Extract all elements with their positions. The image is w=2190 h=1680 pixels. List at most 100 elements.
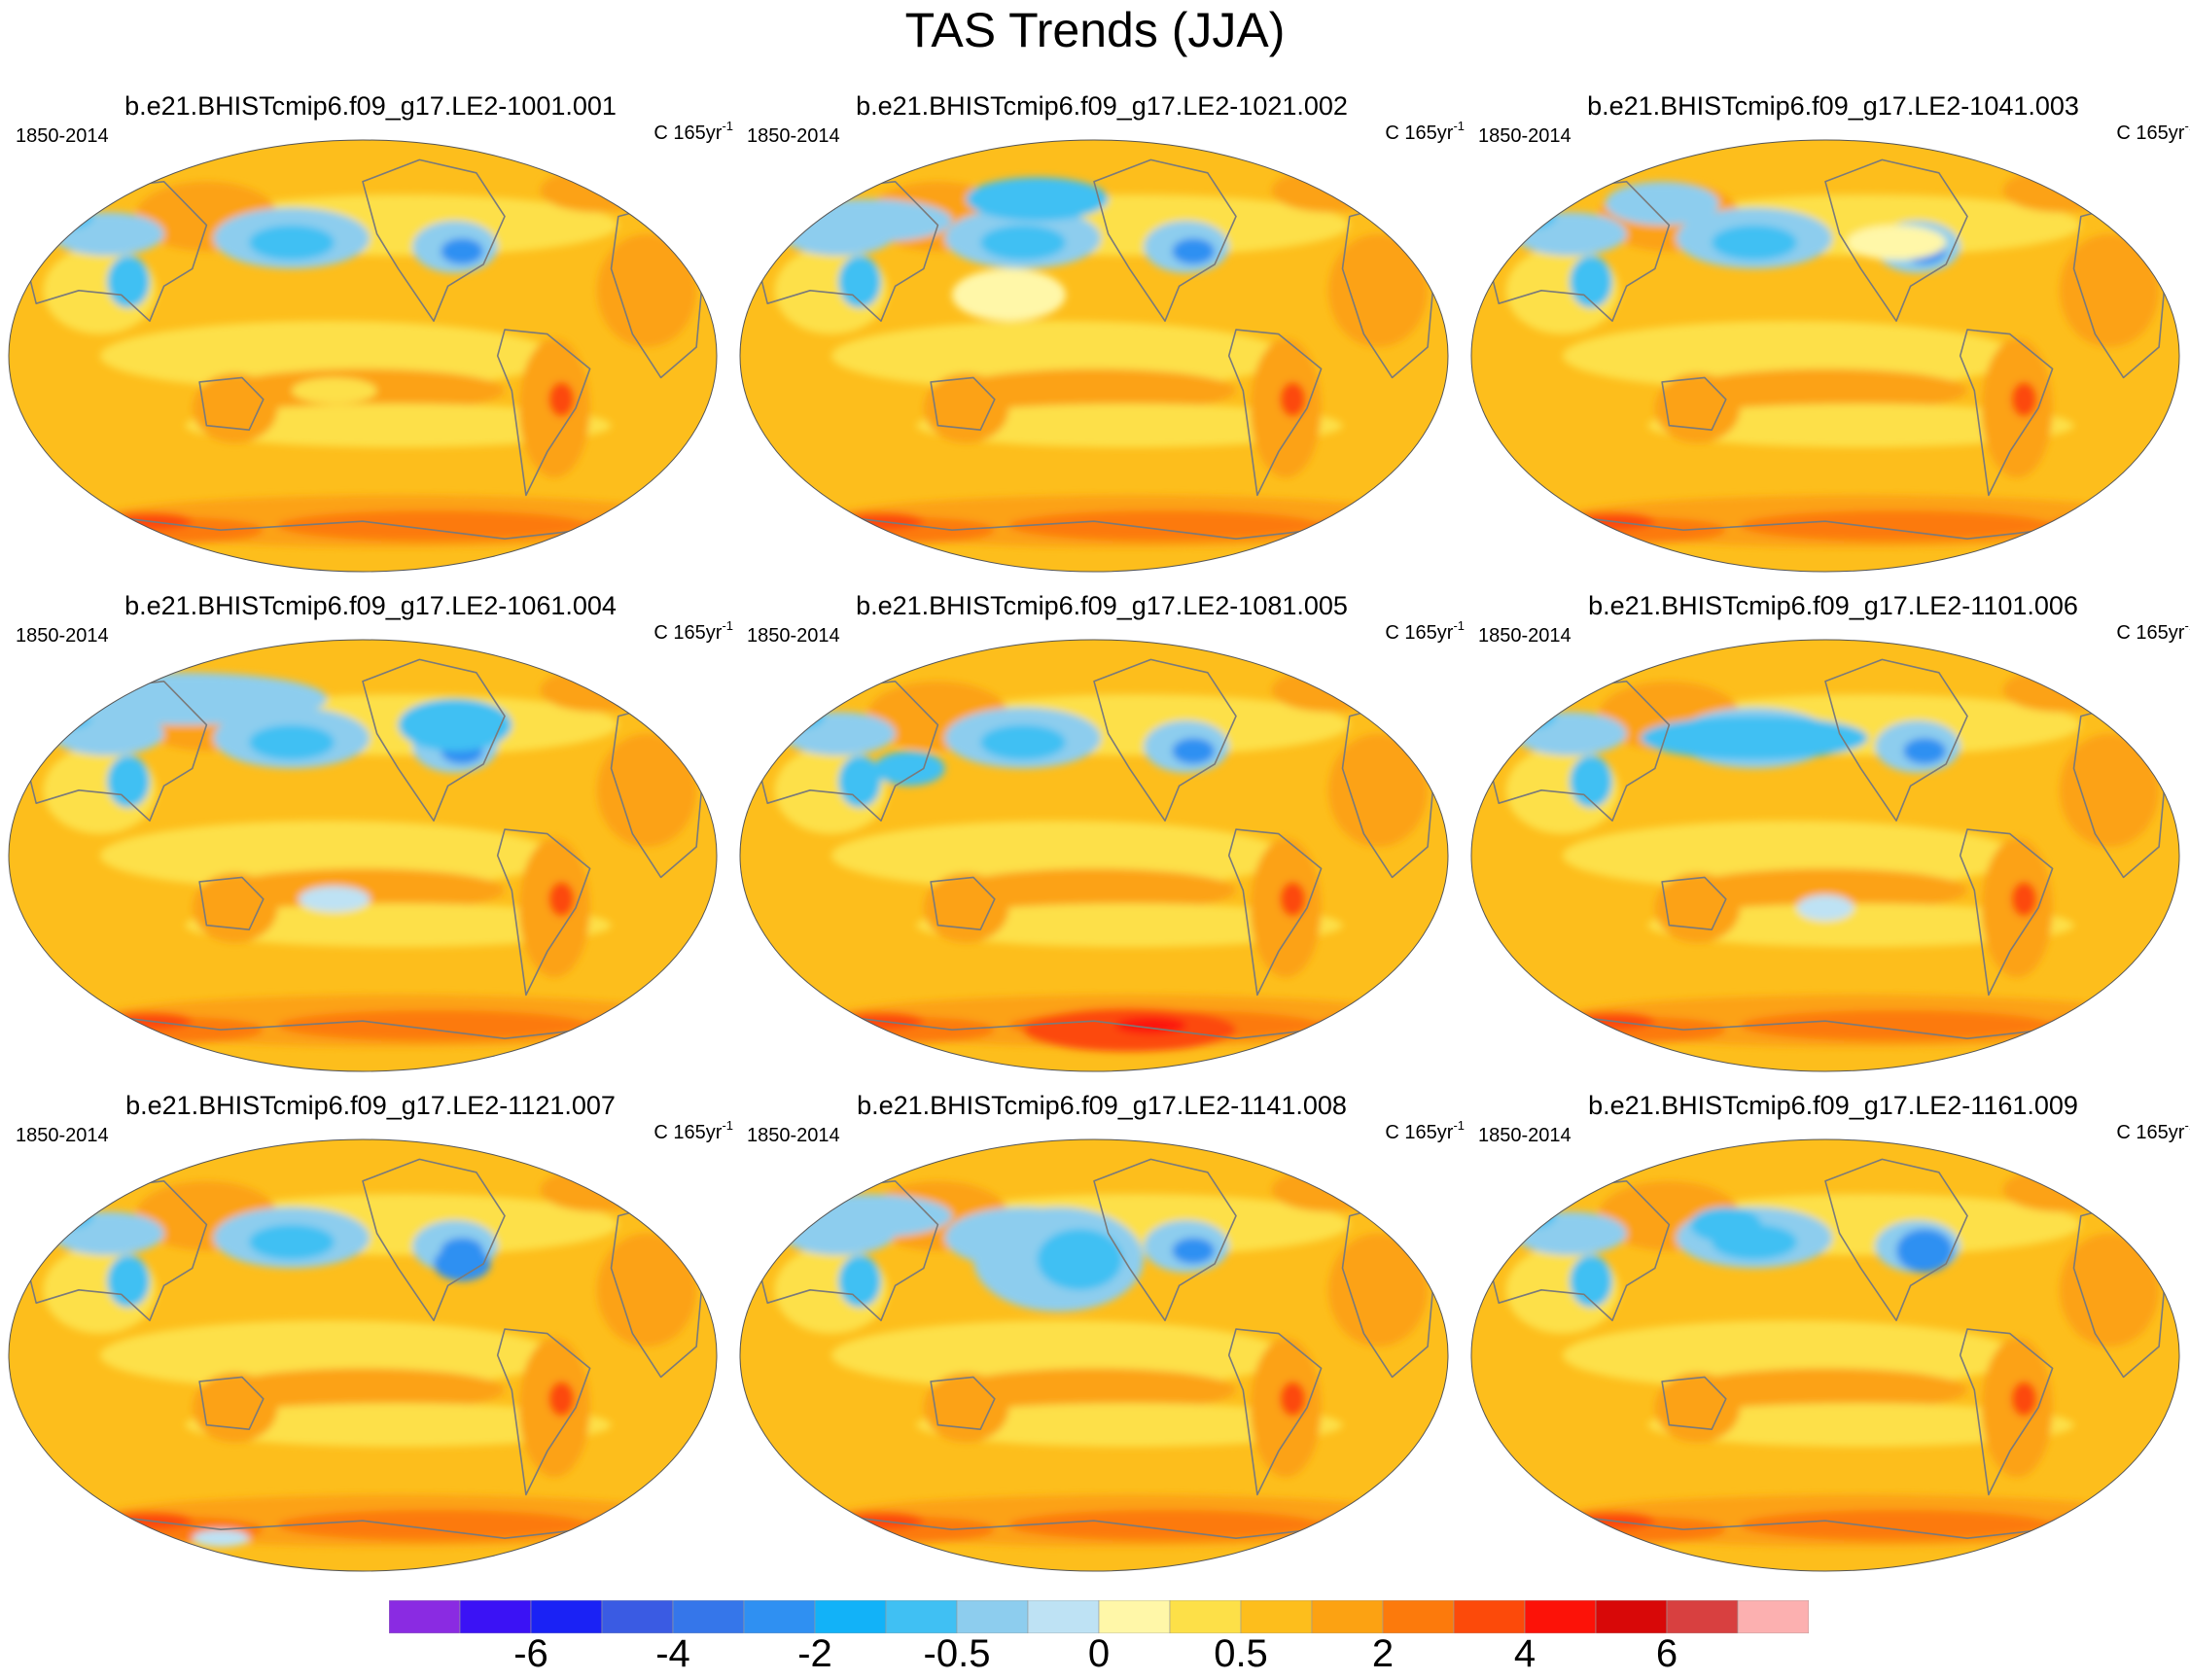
trend-patch — [36, 1203, 93, 1229]
trend-patch — [277, 510, 590, 542]
map-panel: b.e21.BHISTcmip6.f09_g17.LE2-1141.008 185… — [739, 1089, 1465, 1572]
trend-patch — [192, 1529, 250, 1548]
map-field — [739, 639, 1449, 1072]
map-panel: b.e21.BHISTcmip6.f09_g17.LE2-1101.006 185… — [1470, 589, 2190, 1072]
trend-patch — [1499, 1203, 1556, 1229]
map-outline — [739, 1138, 1449, 1572]
coastline — [1959, 329, 2054, 497]
trend-patch — [1740, 1510, 2053, 1541]
colorbar-tick-label: 6 — [1655, 1632, 1678, 1675]
coastline — [198, 1376, 265, 1430]
map-panel: b.e21.BHISTcmip6.f09_g17.LE2-1081.005 185… — [739, 589, 1465, 1072]
map-field — [1470, 139, 2180, 573]
trend-patch — [838, 255, 881, 308]
trend-patch — [2011, 381, 2037, 417]
trend-patch — [952, 868, 1236, 913]
coastline — [1227, 828, 1323, 997]
trend-patch — [952, 268, 1066, 322]
colorbar-box — [601, 1600, 674, 1633]
coastline — [1540, 1011, 2124, 1039]
trend-patch — [185, 403, 612, 448]
panel-title: b.e21.BHISTcmip6.f09_g17.LE2-1001.001 — [124, 91, 617, 121]
trend-patch — [583, 516, 668, 543]
trend-patch — [2059, 733, 2160, 847]
trend-patch — [249, 225, 335, 261]
trend-patch — [1903, 738, 1947, 764]
trend-patch — [1280, 1381, 1306, 1417]
panel-units: C 165yr-1 — [2116, 619, 2190, 646]
panel-title: b.e21.BHISTcmip6.f09_g17.LE2-1101.006 — [1588, 591, 2078, 620]
trend-patch — [980, 225, 1066, 261]
colorbar-box — [1453, 1600, 1526, 1633]
trend-patch — [1037, 1229, 1123, 1290]
trend-patch — [1647, 403, 2074, 448]
trend-patch — [221, 868, 505, 913]
panel-units-text: C 165yr — [653, 1122, 723, 1143]
coastline — [1227, 329, 1323, 497]
panel-units-exponent: -1 — [1453, 618, 1465, 633]
colorbar-box — [743, 1600, 816, 1633]
trend-patch — [192, 1373, 278, 1443]
coastline — [1227, 1328, 1323, 1496]
trend-patch — [767, 703, 825, 729]
trend-patch — [299, 886, 371, 913]
trend-patch — [192, 873, 278, 943]
panel-units: C 165yr-1 — [2116, 1118, 2190, 1145]
panel-units-text: C 165yr — [1385, 622, 1454, 644]
map-panel: b.e21.BHISTcmip6.f09_g17.LE2-1041.003 185… — [1470, 89, 2190, 573]
coastline — [930, 1376, 996, 1430]
colorbar-box — [1666, 1600, 1739, 1633]
trend-patch — [596, 733, 697, 847]
coastline — [362, 658, 506, 822]
trend-patch — [192, 373, 278, 443]
panel-units-exponent: -1 — [2184, 1118, 2190, 1133]
trend-patch — [1499, 703, 1556, 729]
coastline — [496, 1328, 591, 1496]
panel-units-exponent: -1 — [722, 618, 733, 633]
colorbar-box — [459, 1600, 532, 1633]
trend-patch — [249, 1224, 335, 1260]
panel-title: b.e21.BHISTcmip6.f09_g17.LE2-1081.005 — [856, 591, 1348, 620]
trend-patch — [596, 233, 697, 347]
panel-units: C 165yr-1 — [1385, 618, 1465, 646]
colorbar-box — [814, 1600, 887, 1633]
trend-patch — [1570, 1254, 1612, 1308]
panel-units-text: C 165yr — [1385, 1122, 1454, 1143]
trend-patch — [50, 212, 164, 256]
coastline — [1824, 658, 1968, 822]
trend-patch — [781, 1194, 952, 1238]
colorbar-tick-label: 2 — [1371, 1632, 1395, 1675]
trend-patch — [596, 1233, 697, 1347]
trend-patch — [1683, 1368, 1967, 1413]
panel-units-exponent: -1 — [1453, 119, 1465, 133]
coastline — [930, 876, 996, 930]
trend-patch — [583, 1016, 668, 1043]
panel-period: 1850-2014 — [1478, 625, 1572, 647]
colorbar-box — [1595, 1600, 1668, 1633]
trend-patch — [1314, 1516, 1399, 1543]
coastline — [1661, 376, 1727, 431]
panel-period: 1850-2014 — [747, 625, 840, 647]
trend-patch — [781, 712, 896, 755]
panel-units: C 165yr-1 — [653, 618, 733, 646]
colorbar-box — [530, 1600, 603, 1633]
panel-units: C 165yr-1 — [2116, 120, 2190, 146]
panel-units-text: C 165yr — [2116, 122, 2185, 144]
trend-patch — [952, 368, 1236, 413]
panel-units: C 165yr-1 — [1385, 1119, 1465, 1145]
map-outline — [739, 639, 1449, 1072]
trend-patch — [1512, 212, 1627, 256]
trend-patch — [277, 1510, 590, 1541]
colorbar-box — [956, 1600, 1029, 1633]
trend-patch — [873, 751, 945, 787]
colorbar-tick-label: 0 — [1087, 1632, 1111, 1675]
map-field — [8, 1138, 718, 1572]
map-outline — [1470, 1138, 2180, 1572]
map-outline — [8, 639, 718, 1072]
coastline — [1824, 1158, 1968, 1321]
coastline — [1540, 1511, 2124, 1539]
panel-units-exponent: -1 — [722, 119, 733, 133]
trend-patch — [923, 873, 1009, 943]
colorbar-box — [389, 1600, 461, 1633]
trend-patch — [980, 724, 1066, 760]
